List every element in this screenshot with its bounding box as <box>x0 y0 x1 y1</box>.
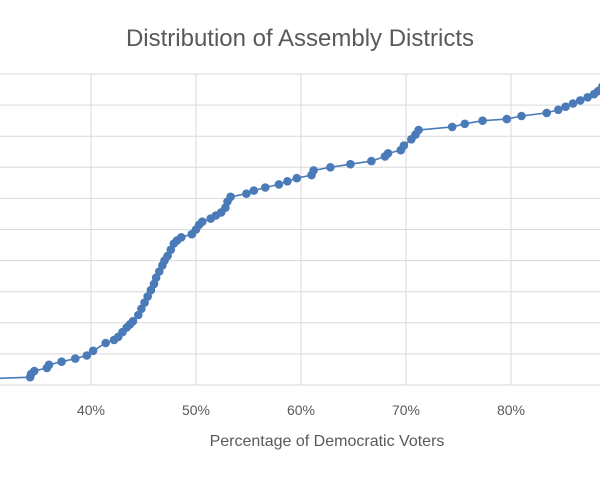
data-point <box>502 114 512 124</box>
data-point <box>261 183 270 192</box>
data-point <box>593 86 600 96</box>
data-point <box>30 366 39 376</box>
data-point <box>71 354 80 363</box>
data-point <box>57 357 66 367</box>
data-point <box>309 166 318 175</box>
x-axis-label: Percentage of Democratic Voters <box>210 433 445 450</box>
data-point <box>242 189 251 198</box>
data-point <box>101 338 110 348</box>
data-point <box>561 102 570 111</box>
data-point <box>568 99 578 108</box>
x-tick-label: 80% <box>497 402 525 418</box>
x-tick-label: 40% <box>77 402 105 418</box>
data-point <box>82 351 92 360</box>
data-point <box>554 105 563 115</box>
data-point <box>249 186 259 195</box>
data-point <box>198 217 207 226</box>
data-point <box>517 111 526 121</box>
data-point <box>226 192 235 202</box>
data-point <box>542 108 551 118</box>
x-tick-label: 60% <box>287 402 315 418</box>
chart-title: Distribution of Assembly Districts <box>126 25 474 52</box>
data-point <box>346 159 355 169</box>
series-line <box>0 87 600 380</box>
data-point <box>383 149 393 158</box>
data-point <box>274 180 284 189</box>
data-point <box>177 233 186 242</box>
data-point <box>478 116 487 125</box>
data-point <box>44 360 54 370</box>
data-point <box>576 96 585 105</box>
data-point <box>447 122 457 132</box>
x-tick-labels: %40%50%60%70%80% <box>77 402 525 418</box>
data-point <box>128 316 138 326</box>
data-point <box>414 125 423 135</box>
data-point <box>88 346 98 356</box>
data-points <box>25 82 600 382</box>
grid-lines <box>0 73 600 386</box>
x-tick-label: 50% <box>182 402 210 418</box>
data-point <box>283 177 292 186</box>
data-point <box>367 156 376 166</box>
data-point <box>292 173 302 183</box>
x-tick-label: 70% <box>392 402 420 418</box>
data-point <box>399 141 409 150</box>
data-point <box>460 119 470 129</box>
data-point <box>583 93 592 102</box>
data-point <box>326 163 335 172</box>
